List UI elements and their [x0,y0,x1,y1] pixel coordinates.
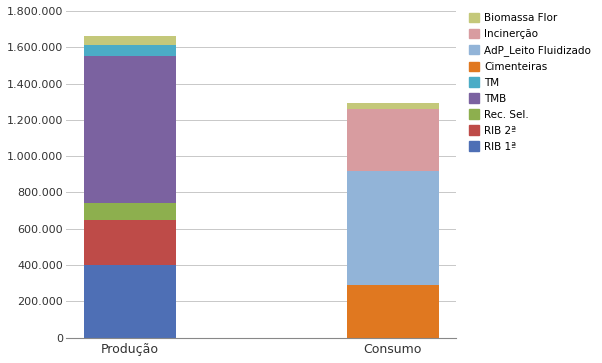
Bar [347,171,439,285]
Bar [84,36,176,45]
Bar [347,109,439,171]
Bar [347,285,439,338]
Legend: Biomassa Flor, Incinerção, AdP_Leito Fluidizado, Cimenteiras, TM, TMB, Rec. Sel.: Biomassa Flor, Incinerção, AdP_Leito Flu… [465,10,594,155]
Bar [84,220,176,265]
Bar [84,45,176,56]
Bar [84,56,176,203]
Bar [84,203,176,220]
Bar [347,103,439,109]
Bar [84,265,176,338]
